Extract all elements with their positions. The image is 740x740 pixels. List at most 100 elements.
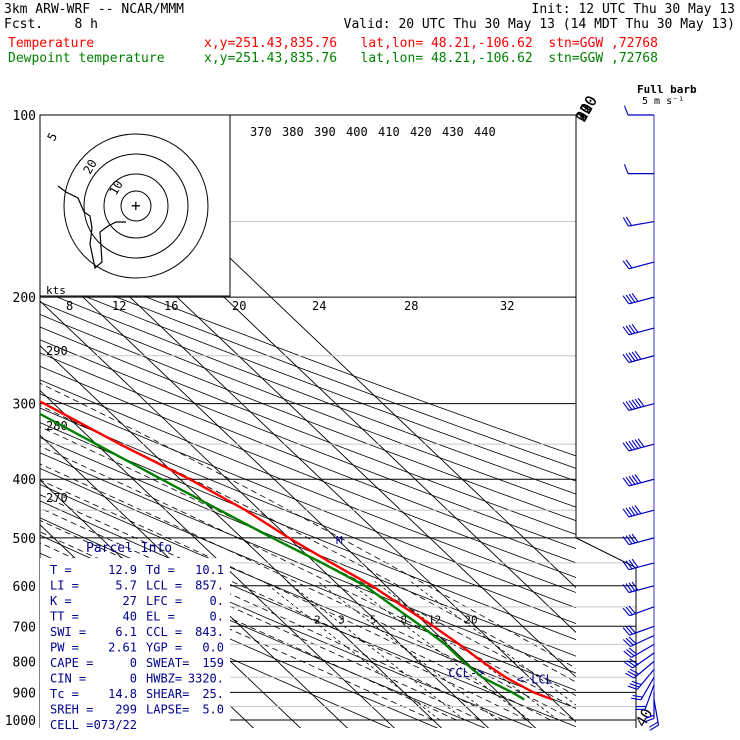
ccl-marker: CCL-> [448, 666, 484, 680]
hodograph-frame [39, 114, 231, 297]
wind-barb [622, 438, 655, 452]
mixing-ratio-label: 20 [464, 613, 477, 626]
wind-barb-shaft [628, 562, 655, 571]
parcel-info-key: CELL = [50, 718, 93, 732]
wind-barb-shaft [629, 606, 655, 617]
parcel-info-value: 0 [130, 672, 137, 686]
wind-barb-flag [628, 475, 636, 485]
wind-barb-shaft [628, 220, 655, 227]
wind-barb-flag [625, 535, 633, 545]
parcel-info-key: LAPSE= [146, 703, 189, 717]
wind-barb-flag [631, 697, 642, 701]
wind-barb-shaft [628, 585, 655, 594]
wind-barb-flag [628, 625, 636, 634]
parcel-info-key: SWI = [50, 625, 86, 639]
wind-barb-shaft [629, 625, 655, 636]
wind-barb-flag [622, 561, 630, 570]
parcel-info-key: LI = [50, 579, 79, 593]
pressure-label: 100 [13, 109, 36, 124]
wind-barb-shaft [628, 478, 655, 487]
parcel-info-key: SWEAT= [146, 656, 189, 670]
theta-label: 370 [250, 125, 272, 139]
frame-right-lower [575, 537, 637, 569]
isotherm-line [40, 255, 537, 728]
wind-barb-flag [622, 326, 630, 336]
wind-barb-flag [631, 323, 639, 333]
wind-barb [644, 692, 655, 723]
wind-barb-shaft [633, 660, 655, 679]
hodograph-center: + [131, 196, 141, 215]
wind-barb-flag [631, 351, 639, 361]
parcel-info-key: CIN = [50, 672, 86, 686]
parcel-info-value: 14.8 [108, 687, 137, 701]
wind-barb-flag [644, 717, 655, 723]
mixing-ratio-line [262, 581, 440, 721]
wind-barb-flag [626, 649, 635, 657]
parcel-info-value: 0.0 [202, 641, 224, 655]
wind-barb-shaft [628, 403, 655, 411]
wind-barb-flag [625, 401, 633, 410]
wind-barb-shaft [628, 509, 655, 518]
forecast-hour: Fcst. 8 h [4, 17, 98, 32]
moist-adiabat [40, 382, 576, 669]
wind-barb-flag [625, 507, 633, 517]
parcel-info-key: K = [50, 594, 72, 608]
parcel-info-key: LCL = [146, 579, 182, 593]
wind-barb [622, 216, 655, 227]
wind-barb-flag [627, 685, 638, 690]
dewpoint-legend-label: Dewpoint temperature [8, 51, 165, 66]
pressure-label: 700 [13, 620, 36, 635]
wind-barb-flag [622, 217, 629, 227]
parcel-info-value: 0 [130, 656, 137, 670]
wind-barb-flag [625, 259, 633, 269]
isotherm-line [40, 389, 396, 728]
wind-barb-flag [637, 438, 645, 448]
dry-adiabat [40, 365, 576, 578]
wind-barb-flag [625, 606, 633, 615]
mixing-ratio-line [317, 581, 498, 721]
parcel-info-value: 40 [123, 610, 137, 624]
wind-barb-flag [625, 325, 633, 335]
wind-barb [622, 625, 655, 636]
wind-barb-flag [622, 627, 630, 636]
wind-barb [622, 292, 655, 305]
windbarb-scale-label: Full barb [637, 83, 697, 96]
wind-barb-flag [628, 293, 636, 303]
mixing-ratio-label: 2 [314, 613, 321, 626]
theta-label: 410 [378, 125, 400, 139]
wind-barb-flag [634, 474, 642, 484]
parcel-info-key: CAPE = [50, 656, 93, 670]
dewpoint-location: x,y=251.43,835.76 lat,lon= 48.21,-106.62… [204, 51, 658, 66]
parcel-info-key: HWBZ= [146, 672, 182, 686]
parcel-info-value: 2.61 [108, 641, 137, 655]
wind-barb-shaft [628, 296, 655, 305]
dry-adiabat [40, 452, 576, 674]
moist-adiabat [40, 479, 551, 721]
pressure-label: 900 [13, 686, 36, 701]
wind-barb-flag [627, 670, 637, 677]
wind-barb [635, 684, 655, 711]
init-time: Init: 12 UTC Thu 30 May 13 [531, 2, 736, 17]
dry-adiabat [40, 266, 576, 469]
mixing-ratio-label: 5 [370, 613, 377, 626]
pressure-label: 500 [13, 532, 36, 547]
parcel-info-value: 0. [210, 594, 224, 608]
isotherm-line [40, 345, 443, 728]
wind-barb-flag [625, 441, 633, 451]
wind-barb-flag [628, 582, 636, 592]
wind-barb-flag [632, 694, 643, 698]
wind-barb-flag [628, 324, 636, 334]
wind-barb-flag [628, 400, 636, 410]
wind-barb-shaft [644, 684, 655, 710]
wind-barb-flag [634, 505, 642, 515]
dry-adiabat [40, 352, 576, 564]
wind-barb-shaft [653, 699, 660, 726]
dry-adiabat [40, 254, 576, 457]
hodograph-speed-label: kts [46, 284, 66, 297]
wind-barb-flag [625, 583, 633, 593]
pressure-label: 600 [13, 580, 36, 595]
dry-adiabat [40, 422, 576, 641]
hodograph-ring [120, 190, 152, 222]
pressure-label: 200 [13, 291, 36, 306]
